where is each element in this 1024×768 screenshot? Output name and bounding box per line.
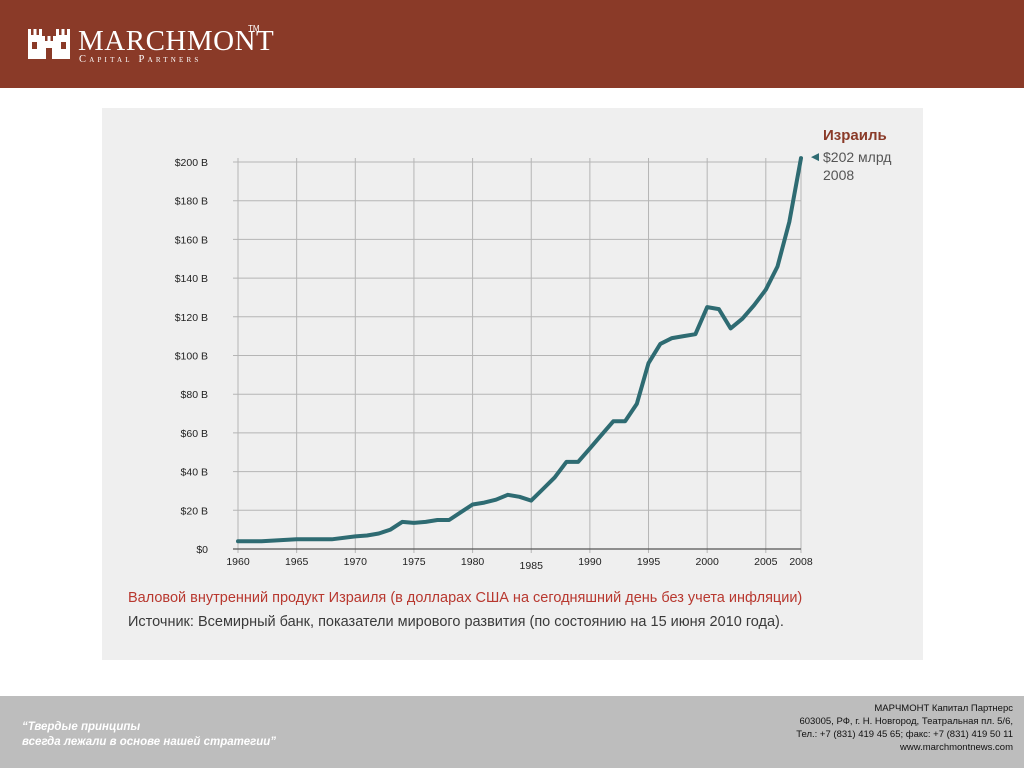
chart-panel: $0 $20 B $40 B $60 B $80 B $100 B $120 B $140 B…	[102, 108, 923, 660]
series-line	[236, 156, 803, 544]
phone-fax: Тел.: +7 (831) 419 45 65; факс: +7 (831)…	[796, 729, 1013, 740]
annotation-country: Израиль	[823, 127, 887, 144]
logo-subtitle: Capital Partners	[79, 54, 202, 65]
slogan-line-1: “Твердые принципы	[22, 721, 141, 733]
slogan-line-2: всегда лежали в основе нашей стратегии”	[22, 736, 277, 748]
y-tick-label: $120 B	[175, 312, 208, 324]
annotation-year: 2008	[823, 167, 854, 183]
y-tick-label: $100 B	[175, 351, 208, 363]
annotation-value: $202 млрд	[823, 149, 891, 165]
annotation-arrow-icon	[811, 153, 819, 162]
x-tick-label: 2000	[695, 556, 719, 568]
x-tick-label: 1970	[344, 556, 368, 568]
castle-icon	[28, 29, 70, 59]
gdp-line-chart: $0 $20 B $40 B $60 B $80 B $100 B $120 B $140 B…	[175, 127, 892, 572]
contact-info: МАРЧМОНТ Капитал Партнерс 603005, РФ, г.…	[796, 702, 1013, 754]
chart-source: Источник: Всемирный банк, показатели мир…	[128, 614, 784, 630]
chart-title: Валовой внутренний продукт Израиля (в до…	[128, 590, 803, 606]
x-tick-label: 2008	[789, 556, 813, 568]
x-tick-label: 1985	[520, 560, 544, 572]
x-tick-label: 1980	[461, 556, 485, 568]
x-tick-label: 2005	[754, 556, 778, 568]
slogan: “Твердые принципы всегда лежали в основе…	[22, 720, 276, 750]
x-tick-label: 1990	[578, 556, 602, 568]
company-name: МАРЧМОНТ Капитал Партнерс	[874, 703, 1013, 714]
y-tick-label: $40 B	[181, 467, 208, 479]
logo-name: MARCHMONT	[78, 25, 275, 57]
address: 603005, РФ, г. Н. Новгород, Театральная …	[799, 716, 1013, 727]
footer-bar: “Твердые принципы всегда лежали в основе…	[0, 696, 1024, 768]
y-tick-label: $140 B	[175, 273, 208, 285]
y-tick-label: $180 B	[175, 196, 208, 208]
x-tick-label: 1960	[226, 556, 250, 568]
y-tick-label: $160 B	[175, 234, 208, 246]
y-tick-label: $0	[196, 544, 208, 556]
y-tick-label: $200 B	[175, 157, 208, 169]
y-tick-label: $60 B	[181, 428, 208, 440]
y-tick-label: $20 B	[181, 505, 208, 517]
x-tick-label: 1975	[402, 556, 426, 568]
logo-trademark: TM	[248, 24, 260, 33]
y-tick-label: $80 B	[181, 389, 208, 401]
header-bar: MARCHMONT TM Capital Partners	[0, 0, 1024, 88]
x-tick-label: 1965	[285, 556, 309, 568]
logo[interactable]: MARCHMONT TM Capital Partners	[26, 24, 274, 72]
website-link[interactable]: www.marchmontnews.com	[900, 742, 1013, 753]
x-tick-label: 1995	[637, 556, 661, 568]
